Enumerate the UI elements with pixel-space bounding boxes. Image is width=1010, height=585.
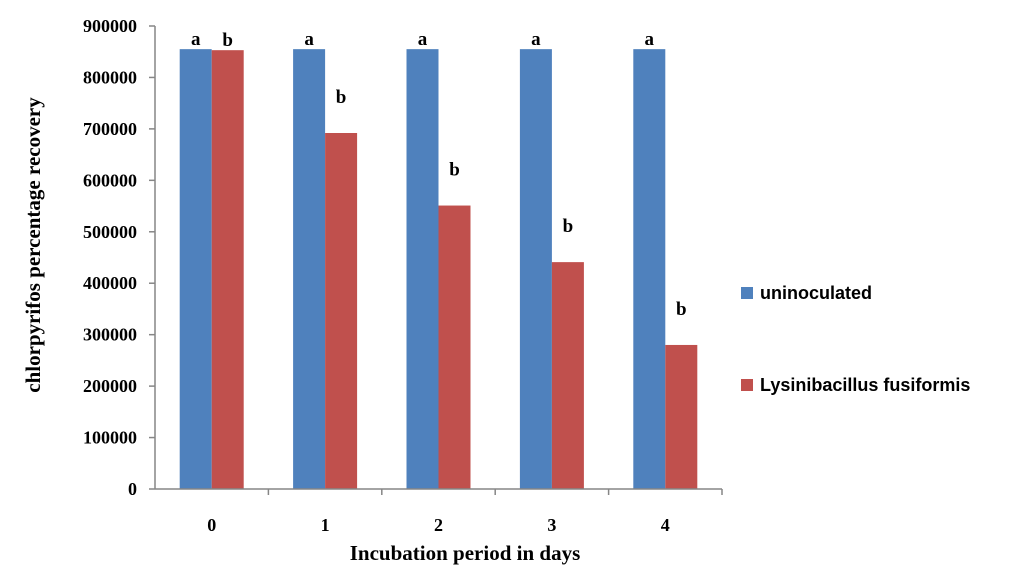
y-axis-ticks: 0 100000 200000 300000 400000 500000 600000 700… (83, 16, 155, 499)
legend-label: Lysinibacillus fusiformis (760, 375, 970, 395)
y-tick-label: 200000 (83, 376, 137, 396)
bar-significance-label: a (304, 29, 314, 50)
y-tick-label: 900000 (83, 16, 137, 36)
x-tick-label: 0 (207, 515, 216, 535)
legend-label: uninoculated (760, 283, 872, 303)
bar-lysinibacillus-day-1 (325, 133, 358, 489)
bar-significance-label: a (645, 29, 655, 50)
bar-lysinibacillus-day-3 (551, 262, 584, 489)
x-axis-title: Incubation period in days (350, 541, 581, 565)
y-axis-title: chlorpyrifos percentage recovery (21, 97, 45, 393)
bar-significance-label: b (676, 299, 687, 320)
y-tick-label: 0 (128, 479, 137, 499)
bar-significance-label: a (191, 29, 201, 50)
y-tick-label: 600000 (83, 170, 137, 190)
legend: uninoculated Lysinibacillus fusiformis (741, 283, 970, 395)
bar-uninoculated-day-4 (633, 49, 666, 490)
bar-uninoculated-day-1 (293, 49, 326, 490)
bar-significance-label: a (418, 29, 428, 50)
y-tick-label: 500000 (83, 222, 137, 242)
bar-lysinibacillus-day-4 (665, 344, 698, 489)
bar-significance-label: b (336, 87, 347, 108)
bar-significance-label: b (222, 30, 233, 51)
x-tick-label: 2 (434, 515, 443, 535)
y-tick-label: 800000 (83, 67, 137, 87)
bar-uninoculated-day-3 (519, 49, 552, 490)
y-tick-label: 700000 (83, 119, 137, 139)
bar-lysinibacillus-day-0 (211, 50, 244, 489)
bar-uninoculated-day-0 (179, 49, 212, 490)
x-tick-label: 4 (661, 515, 670, 535)
bar-lysinibacillus-day-2 (438, 205, 471, 489)
x-axis-ticks: 0 1 2 3 4 (207, 489, 723, 535)
x-tick-label: 1 (321, 515, 330, 535)
legend-swatch (741, 379, 753, 391)
y-tick-label: 300000 (83, 325, 137, 345)
y-tick-label: 400000 (83, 273, 137, 293)
bar-uninoculated-day-2 (406, 49, 439, 490)
x-tick-label: 3 (547, 515, 556, 535)
y-tick-label: 100000 (83, 428, 137, 448)
bar-significance-label: a (531, 29, 541, 50)
bar-significance-label: b (563, 216, 574, 237)
bar-significance-label: b (449, 160, 460, 181)
legend-swatch (741, 287, 753, 299)
bars (179, 49, 698, 490)
